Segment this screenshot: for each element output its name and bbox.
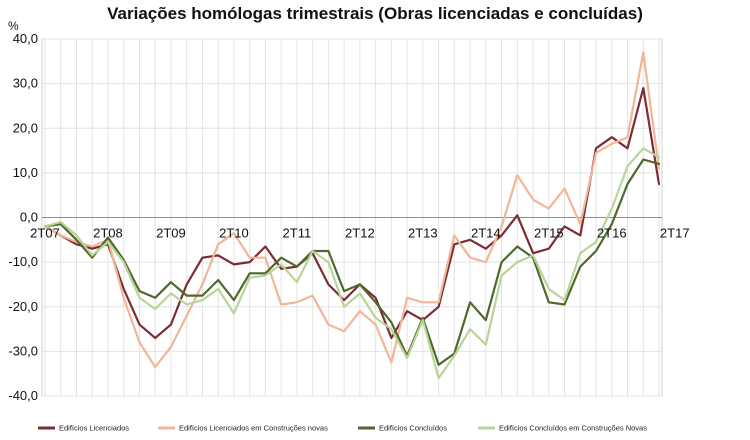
x-tick-label: 2T09 bbox=[156, 226, 186, 241]
y-tick-label: 10,0 bbox=[13, 165, 38, 180]
x-tick-label: 2T17 bbox=[660, 226, 690, 241]
legend-label: Edifícios Licenciados em Construções nov… bbox=[179, 424, 328, 433]
x-tick-label: 2T14 bbox=[471, 226, 501, 241]
y-tick-label: 40,0 bbox=[13, 31, 38, 46]
legend-label: Edifícios Concluídos em Construções Nova… bbox=[499, 424, 647, 433]
x-tick-label: 2T07 bbox=[30, 226, 60, 241]
series-lines bbox=[43, 51, 661, 380]
y-axis-unit: % bbox=[8, 19, 19, 33]
y-tick-label: -10,0 bbox=[8, 254, 38, 269]
x-tick-label: 2T11 bbox=[283, 226, 312, 241]
y-tick-label: -40,0 bbox=[8, 388, 38, 403]
y-tick-label: 30,0 bbox=[13, 76, 38, 91]
y-tick-label: -30,0 bbox=[8, 343, 38, 358]
y-tick-label: 0,0 bbox=[20, 210, 38, 225]
x-tick-label: 2T10 bbox=[219, 226, 249, 241]
legend: Edifícios Licenciados Edifícios Licenciad… bbox=[38, 424, 647, 433]
series-line-3 bbox=[43, 158, 661, 366]
y-tick-label: -20,0 bbox=[8, 299, 38, 314]
x-tick-label: 2T08 bbox=[93, 226, 123, 241]
gridlines bbox=[41, 38, 663, 397]
x-tick-label: 2T16 bbox=[597, 226, 627, 241]
series-line-2 bbox=[43, 51, 661, 369]
series-line-1 bbox=[43, 86, 661, 340]
series-line-4 bbox=[43, 147, 661, 380]
legend-label: Edifícios Licenciados bbox=[59, 424, 129, 433]
y-tick-label: 20,0 bbox=[13, 120, 38, 135]
x-tick-label: 2T12 bbox=[345, 226, 375, 241]
x-tick-label: 2T15 bbox=[534, 226, 564, 241]
legend-label: Edifícios Concluídos bbox=[379, 424, 447, 433]
x-tick-label: 2T13 bbox=[408, 226, 438, 241]
axes: 40,0 30,0 20,0 10,0 0,0 -10,0 -20,0 -30,0 -40,0 2… bbox=[8, 31, 689, 403]
chart-title: Variações homólogas trimestrais (Obras l… bbox=[107, 4, 643, 23]
